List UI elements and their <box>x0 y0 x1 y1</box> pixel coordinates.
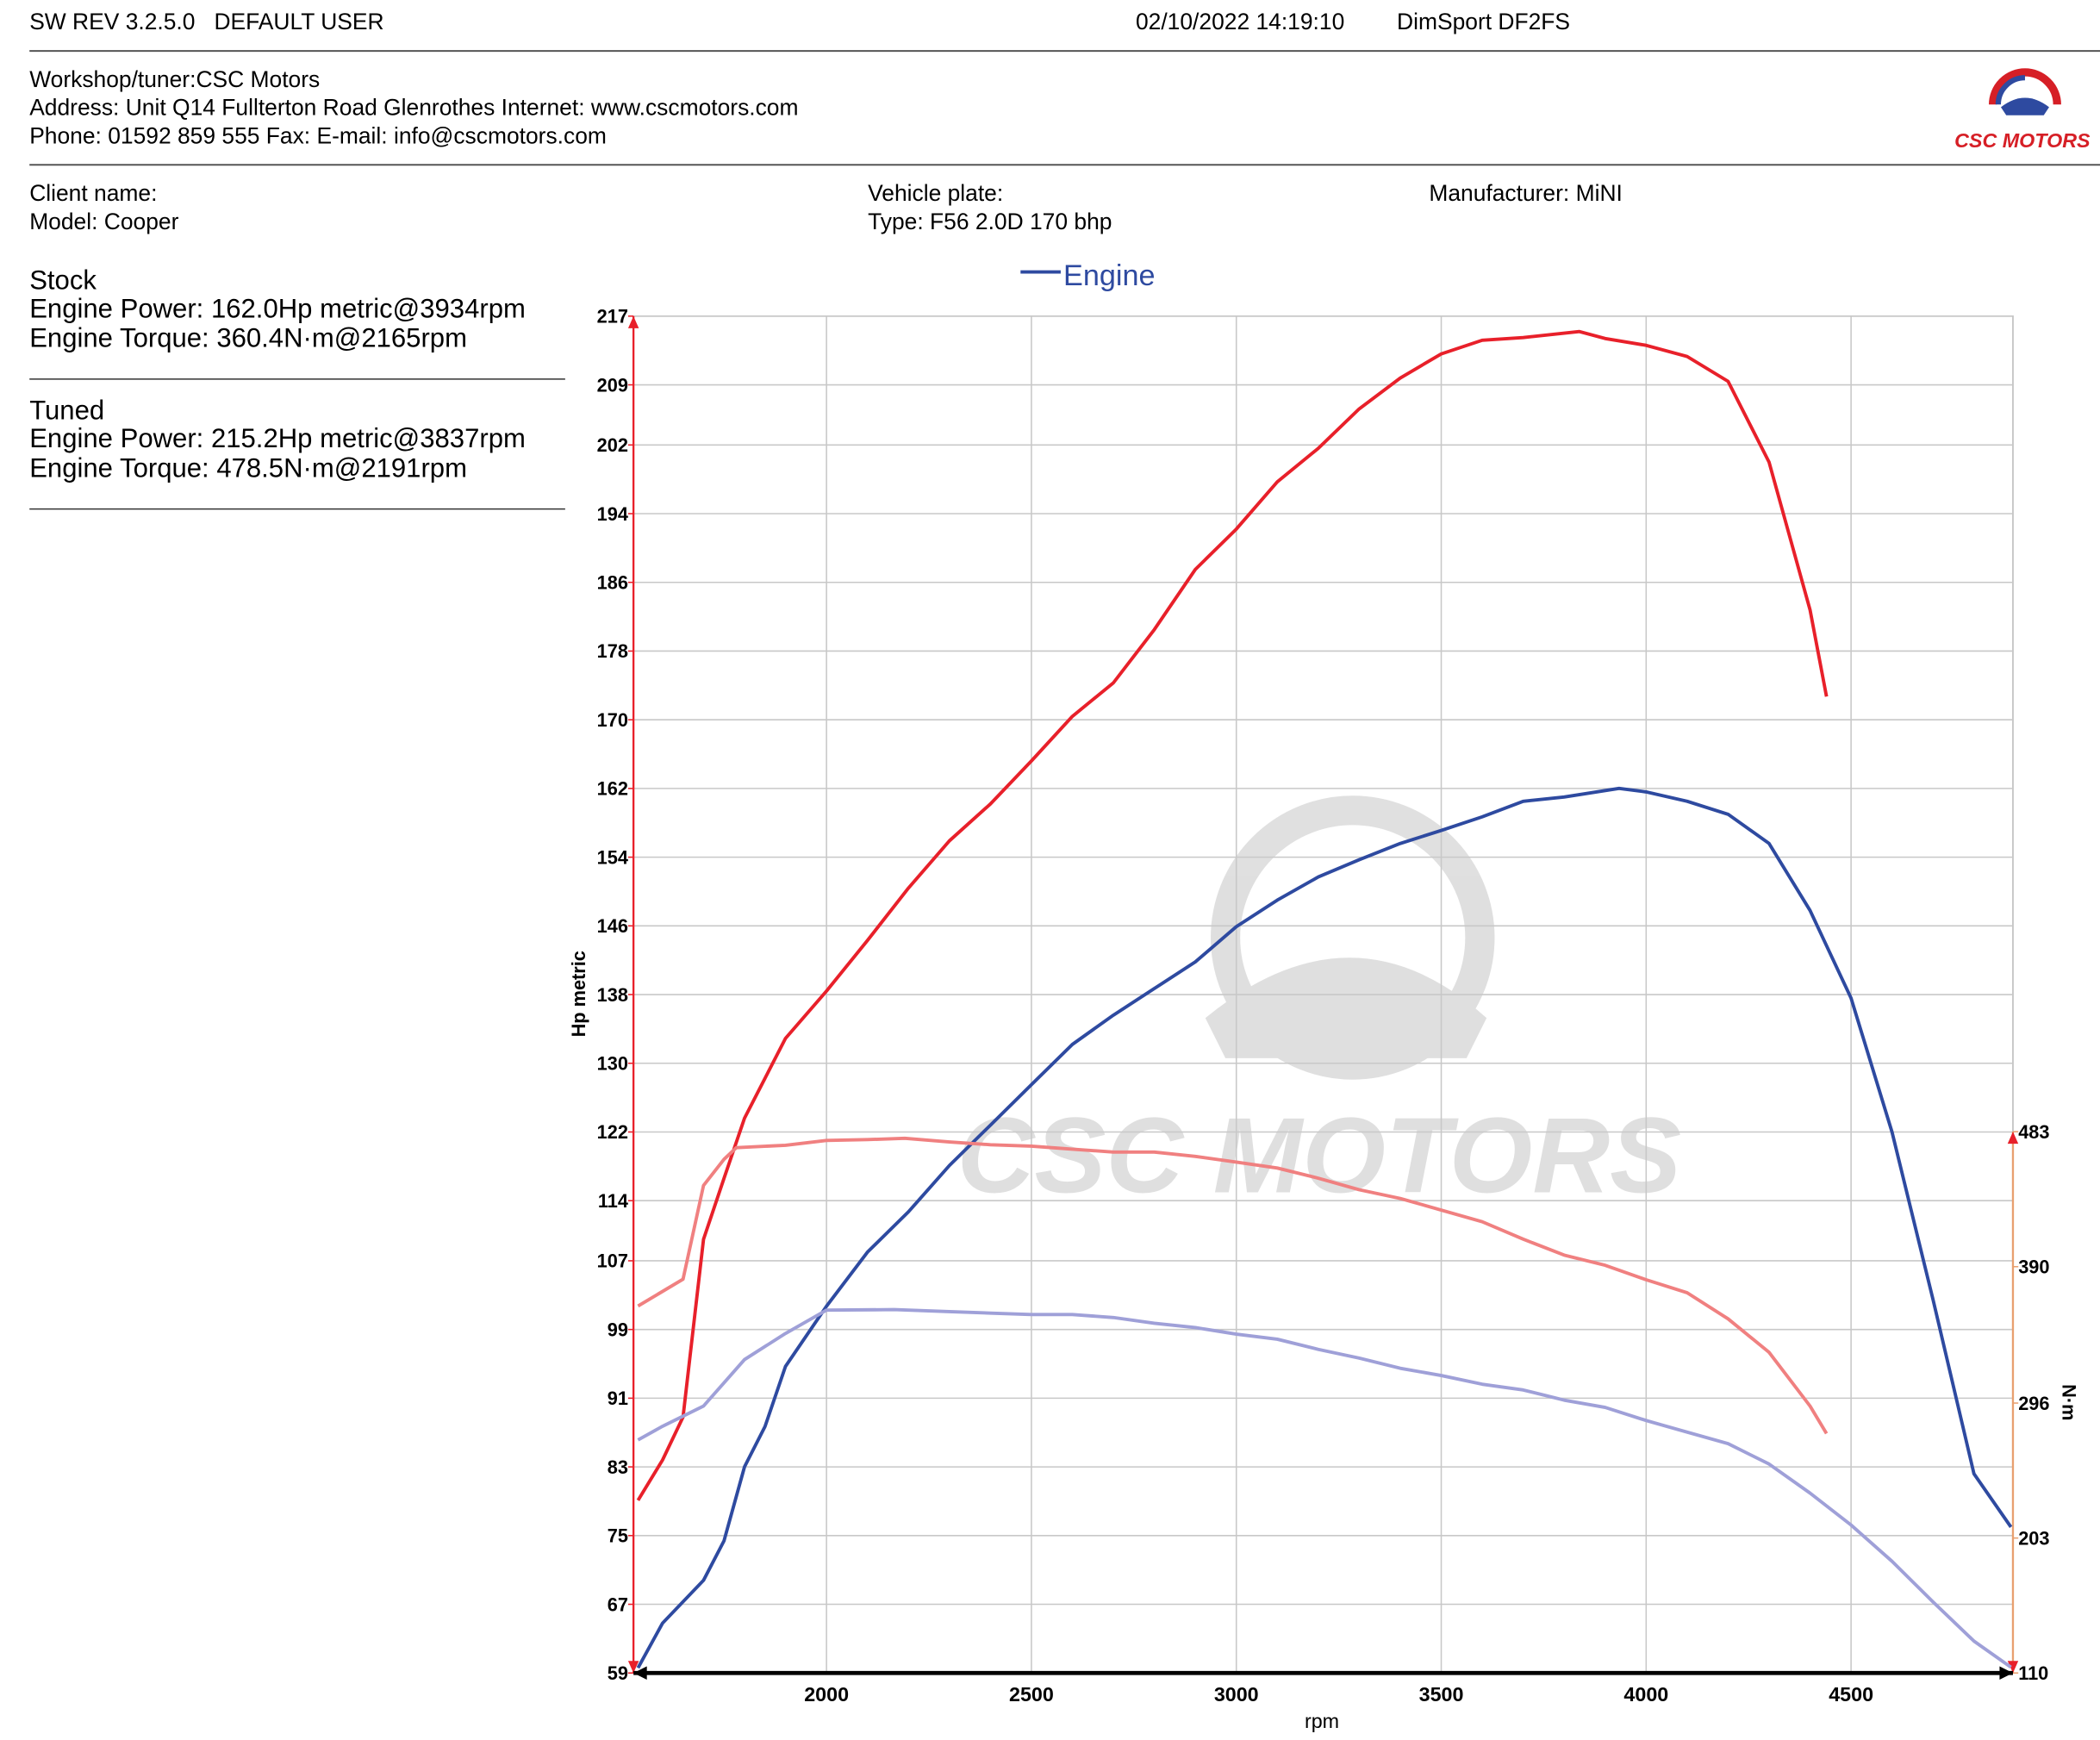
y-axis-label: Hp metric <box>568 951 589 1037</box>
y-tick-label: 99 <box>608 1319 628 1340</box>
logo: CSC MOTORS <box>1954 68 2091 152</box>
software: SW REV 3.2.5.0 DEFAULT USER <box>29 9 383 34</box>
y-tick-label: 67 <box>608 1593 628 1615</box>
curve <box>636 786 2013 1669</box>
y-tick-label: 209 <box>597 374 628 396</box>
stock-power: Engine Power: 162.0Hp metric@3934rpm <box>29 293 526 323</box>
y-tick-label: 130 <box>597 1053 628 1075</box>
logo-text: CSC MOTORS <box>1954 129 2091 152</box>
y-tick-label: 202 <box>597 434 628 456</box>
stock-torque: Engine Torque: 360.4N·m@2165rpm <box>29 323 467 353</box>
y-tick-label: 162 <box>597 778 628 800</box>
y-tick-label: 194 <box>597 503 628 525</box>
x-tick-label: 2500 <box>1009 1683 1054 1706</box>
model: Model: Cooper <box>29 209 178 234</box>
y-tick-label: 170 <box>597 709 628 731</box>
tuned-label: Tuned <box>29 396 104 426</box>
client-name: Client name: <box>29 180 157 206</box>
y-tick-label: 178 <box>597 640 628 662</box>
curve <box>637 1307 2012 1669</box>
curve <box>636 329 1829 1501</box>
y-tick-label: 114 <box>598 1190 628 1212</box>
y2-tick-label: 483 <box>2018 1121 2049 1143</box>
plot: 2000 2500 3000 3500 4000 4500 59 67 75 83 91 99 107 1… <box>568 259 2079 1732</box>
legend-label: Engine <box>1063 259 1155 292</box>
y-tick-label: 217 <box>597 306 628 327</box>
y-tick-label: 146 <box>597 915 628 937</box>
y-tick-label: 122 <box>597 1121 628 1143</box>
tuned-torque: Engine Torque: 478.5N·m@2191rpm <box>29 452 467 483</box>
y2-tick-label: 296 <box>2018 1393 2049 1414</box>
tuned-power: Engine Power: 215.2Hp metric@3837rpm <box>29 423 526 453</box>
y2-axis-label: N·m <box>2058 1384 2079 1420</box>
workshop: Workshop/tuner:CSC Motors <box>29 66 320 92</box>
manufacturer: Manufacturer: MiNI <box>1429 180 1623 206</box>
stock-label: Stock <box>29 265 97 296</box>
x-tick-label: 3000 <box>1214 1683 1259 1706</box>
watermark-text: CSC MOTORS <box>957 1095 1681 1215</box>
x-tick-label: 4000 <box>1623 1683 1668 1706</box>
datetime: 02/10/2022 14:19:10 <box>1136 9 1344 34</box>
y-tick-label: 138 <box>597 984 628 1006</box>
vehicle-type: Type: F56 2.0D 170 bhp <box>868 209 1112 234</box>
phone: Phone: 01592 859 555 Fax: E-mail: info@c… <box>29 122 607 148</box>
plate: Vehicle plate: <box>868 180 1003 206</box>
curve <box>637 1136 1829 1435</box>
y-tick-label: 186 <box>597 572 628 594</box>
x-tick-label: 3500 <box>1419 1683 1464 1706</box>
y-tick-label: 83 <box>608 1456 628 1478</box>
x-axis-label: rpm <box>1305 1710 1339 1732</box>
x-tick-label: 4500 <box>1829 1683 1873 1706</box>
watermark: CSC MOTORS <box>957 795 1681 1215</box>
y-tick-label: 107 <box>597 1250 628 1272</box>
x-tick-label: 2000 <box>804 1683 849 1706</box>
y-tick-label: 91 <box>608 1388 628 1409</box>
device: DimSport DF2FS <box>1397 9 1570 34</box>
y-tick-label: 59 <box>608 1662 628 1684</box>
y2-tick-label: 110 <box>2018 1662 2048 1684</box>
y2-tick-label: 203 <box>2018 1527 2049 1549</box>
y2-tick-label: 390 <box>2018 1257 2049 1278</box>
address: Address: Unit Q14 Fullterton Road Glenro… <box>29 95 798 121</box>
y-tick-label: 75 <box>608 1525 628 1547</box>
y-tick-label: 154 <box>597 846 628 868</box>
